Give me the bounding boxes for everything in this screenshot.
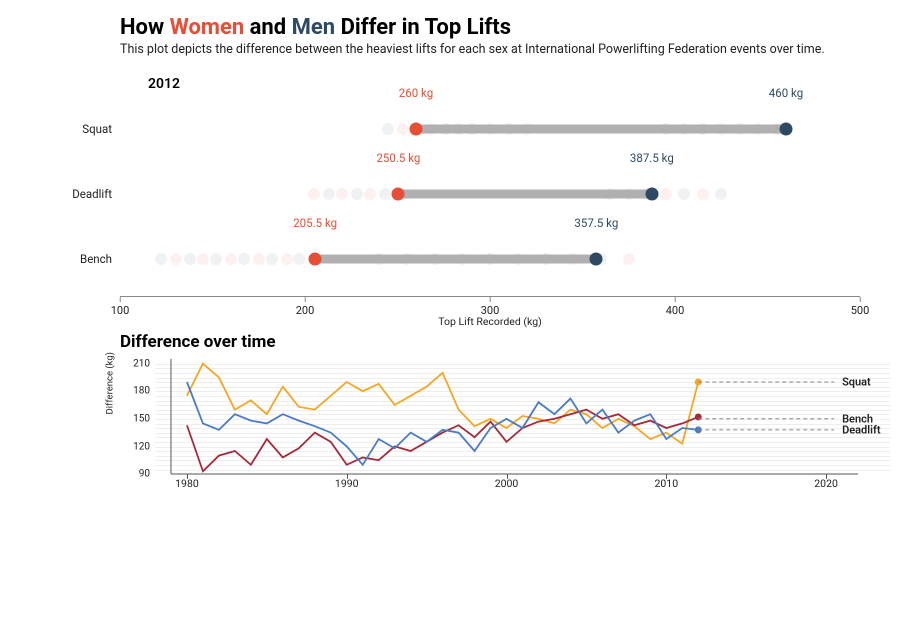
ghost-dot [253, 253, 265, 265]
ghost-dot [397, 123, 409, 135]
men-dot-label: 387.5 kg [630, 151, 674, 165]
connector-bar [416, 125, 786, 134]
dumbbell-row: Deadlift250.5 kg387.5 kg [30, 169, 890, 219]
ghost-dot [197, 253, 209, 265]
x-tick: 200 [296, 297, 315, 317]
chart-subtitle: This plot depicts the difference between… [120, 42, 890, 58]
y-tick: 180 [120, 386, 150, 397]
x-tick: 400 [666, 297, 685, 317]
dumbbell-row: Bench205.5 kg357.5 kg [30, 234, 890, 284]
ghost-dot [155, 253, 167, 265]
ghost-dot [660, 188, 672, 200]
ghost-dot [184, 253, 196, 265]
ghost-dot [281, 253, 293, 265]
y-tick: 90 [120, 469, 150, 480]
ghost-dot [351, 188, 363, 200]
ghost-dot [379, 188, 391, 200]
ghost-dot [170, 253, 182, 265]
dumbbell-chart: Squat260 kg460 kgDeadlift250.5 kg387.5 k… [30, 96, 890, 326]
connector-bar [398, 190, 651, 199]
ghost-dot [678, 188, 690, 200]
men-dot [590, 253, 603, 266]
men-dot [780, 123, 793, 136]
row-label: Bench [30, 252, 112, 266]
ghost-dot [238, 253, 250, 265]
women-dot-label: 205.5 kg [293, 216, 337, 230]
chart-title: How Women and Men Differ in Top Lifts [120, 15, 890, 40]
x-tick: 500 [851, 297, 870, 317]
ghost-dot [225, 253, 237, 265]
connector-bar [315, 255, 596, 264]
x-tick: 300 [481, 297, 500, 317]
ghost-dot [715, 188, 727, 200]
men-dot [645, 188, 658, 201]
ghost-dot [323, 188, 335, 200]
ghost-dot [336, 188, 348, 200]
y-tick: 210 [120, 358, 150, 369]
ghost-dot [210, 253, 222, 265]
dumbbell-row: Squat260 kg460 kg [30, 104, 890, 154]
series-line-bench [187, 410, 698, 472]
row-label: Squat [30, 122, 112, 136]
series-label-squat: Squat [842, 376, 871, 389]
ghost-dot [382, 123, 394, 135]
x-axis: 100200300400500Top Lift Recorded (kg) [120, 296, 860, 326]
line-chart-title: Difference over time [120, 332, 890, 352]
series-label-deadlift: Deadlift [842, 424, 881, 437]
women-dot [392, 188, 405, 201]
y-tick: 120 [120, 441, 150, 452]
women-dot-label: 250.5 kg [376, 151, 420, 165]
y-tick: 150 [120, 414, 150, 425]
line-chart: 90120150180210Difference (kg)19801990200… [120, 354, 890, 504]
x-tick: 100 [111, 297, 130, 317]
ghost-dot [293, 253, 305, 265]
ghost-dot [364, 188, 376, 200]
ghost-dot [623, 253, 635, 265]
women-dot [410, 123, 423, 136]
men-dot-label: 460 kg [769, 86, 803, 100]
ghost-dot [266, 253, 278, 265]
men-dot-label: 357.5 kg [574, 216, 618, 230]
x-axis-label: Top Lift Recorded (kg) [438, 315, 542, 328]
women-dot-label: 260 kg [399, 86, 433, 100]
ghost-dot [308, 188, 320, 200]
women-dot [309, 253, 322, 266]
y-axis-label: Difference (kg) [105, 352, 116, 414]
ghost-dot [697, 188, 709, 200]
series-line-deadlift [187, 382, 698, 465]
row-label: Deadlift [30, 187, 112, 201]
